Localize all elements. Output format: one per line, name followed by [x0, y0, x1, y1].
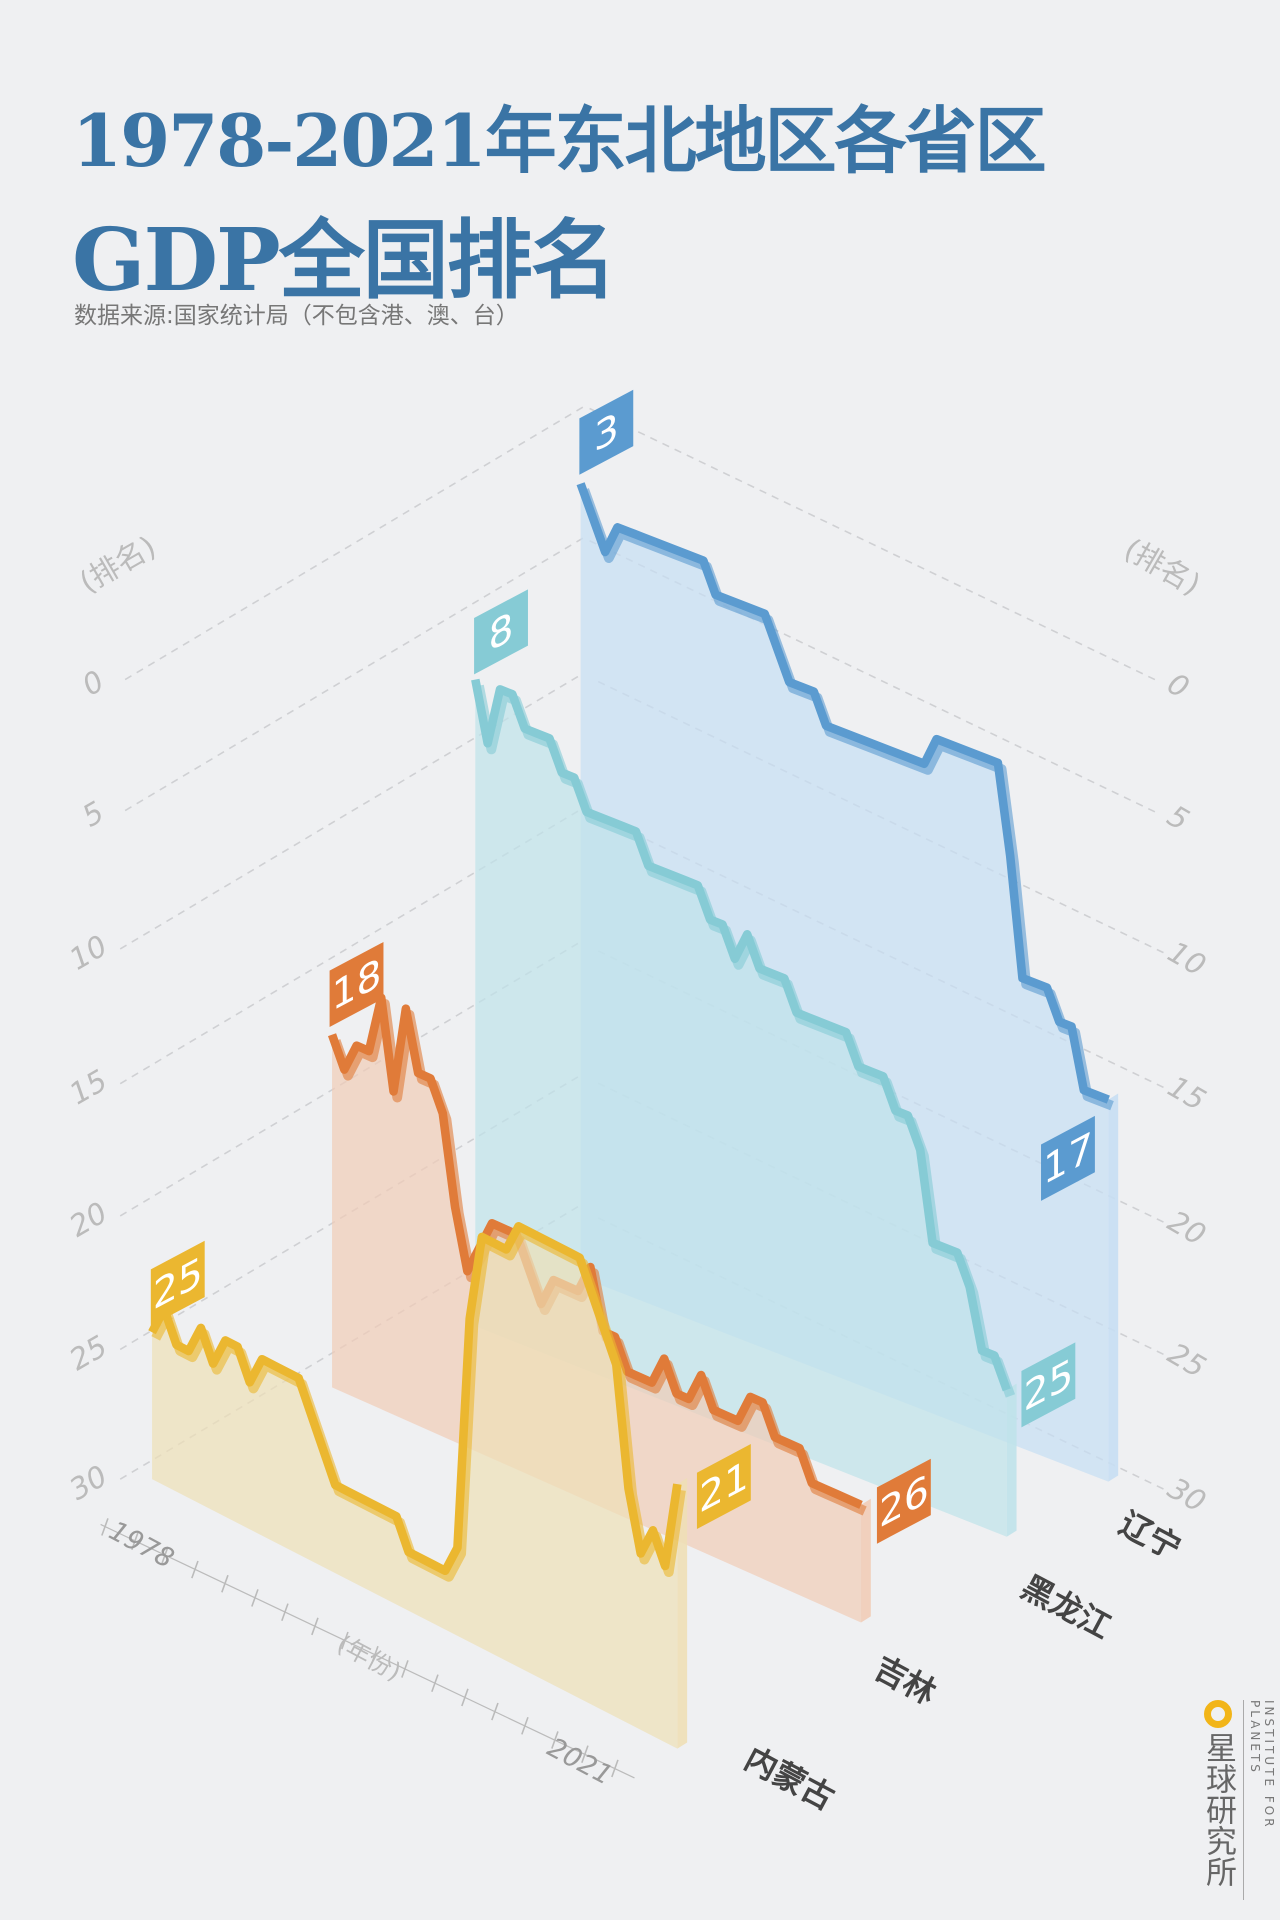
x-axis-title: (年份) [332, 1629, 406, 1687]
x-tick-label: 1978 [104, 1515, 179, 1575]
y-axis-title-right: (排名) [1118, 532, 1206, 602]
start-value-label-badge: 25 [150, 1240, 205, 1326]
y-tick-label-left: 25 [64, 1329, 113, 1377]
x-tick [131, 1532, 139, 1550]
x-tick [401, 1660, 409, 1678]
x-tick [371, 1645, 379, 1664]
province-label: 吉林 [868, 1649, 942, 1713]
value-badge [876, 1458, 931, 1544]
value-badge [696, 1444, 751, 1530]
panel-edge [1006, 1383, 1017, 1537]
value-badge [329, 942, 384, 1027]
y-tick-label-left: 5 [77, 795, 110, 834]
panel-edge [677, 1477, 688, 1749]
x-tick [251, 1589, 259, 1607]
y-tick-label-left: 30 [64, 1459, 113, 1507]
x-tick [341, 1631, 349, 1650]
y-tick-label-right: 20 [1162, 1204, 1211, 1252]
brand-logo: 星球研究所 [1198, 1700, 1238, 1887]
x-tick [431, 1674, 439, 1693]
planet-dot-icon [1204, 1700, 1232, 1728]
data-source: 数据来源:国家统计局（不包含港、澳、台） [74, 303, 519, 329]
panel-edge [1108, 1093, 1119, 1482]
province-label: 辽宁 [1113, 1504, 1187, 1567]
value-badge [150, 1240, 205, 1326]
grid-line-left [124, 403, 589, 681]
start-value-label-badge: 3 [579, 389, 634, 475]
value-badge [474, 589, 528, 675]
x-tick [161, 1546, 169, 1565]
series-line [471, 678, 1011, 1392]
x-axis-line [100, 1523, 635, 1779]
y-tick-label-right: 15 [1162, 1069, 1211, 1117]
y-tick-label-left: 20 [64, 1195, 113, 1243]
y-tick-label-left: 10 [64, 928, 113, 976]
x-tick [461, 1688, 469, 1707]
y-tick-label-right: 5 [1162, 798, 1195, 837]
x-tick [311, 1617, 319, 1636]
panel-edge [861, 1498, 871, 1623]
value-badge [1021, 1342, 1076, 1428]
area-panel [152, 1226, 678, 1749]
start-value-label-badge: 8 [474, 589, 528, 675]
series-line [148, 1222, 682, 1576]
y-tick-label-left: 15 [64, 1063, 113, 1111]
y-tick-label-right: 25 [1162, 1336, 1211, 1384]
x-tick [101, 1518, 109, 1536]
y-axis-title-left: (排名) [74, 529, 162, 599]
x-tick [281, 1603, 289, 1622]
grid-line-left [124, 534, 589, 812]
x-tick [491, 1702, 499, 1721]
y-tick-label-right: 0 [1162, 666, 1195, 705]
series-内蒙古 [148, 1222, 688, 1749]
brand-name-en: INSTITUTE FOR PLANETS [1243, 1700, 1276, 1900]
value-badge [579, 389, 634, 475]
series-panels [148, 482, 1119, 1749]
x-tick [581, 1745, 589, 1764]
x-tick-label: 2021 [542, 1732, 617, 1792]
x-tick [611, 1759, 619, 1778]
brand-name: 星球研究所 [1200, 1732, 1236, 1887]
x-tick [221, 1574, 229, 1593]
x-tick [551, 1731, 559, 1749]
y-tick-label-right: 10 [1162, 935, 1211, 983]
province-label: 内蒙古 [738, 1739, 840, 1817]
x-tick [521, 1716, 529, 1735]
value-badge [1041, 1115, 1095, 1201]
title-line-2: GDP全国排名 [72, 210, 617, 311]
y-tick-label-right: 30 [1162, 1471, 1211, 1519]
y-tick-label-left: 0 [77, 664, 110, 703]
grid-line-right [585, 405, 1156, 681]
x-tick [191, 1560, 199, 1579]
title-line-1: 1978-2021年东北地区各省区 [72, 98, 1047, 183]
series-line [576, 482, 1110, 1104]
province-label: 黑龙江 [1015, 1568, 1117, 1646]
